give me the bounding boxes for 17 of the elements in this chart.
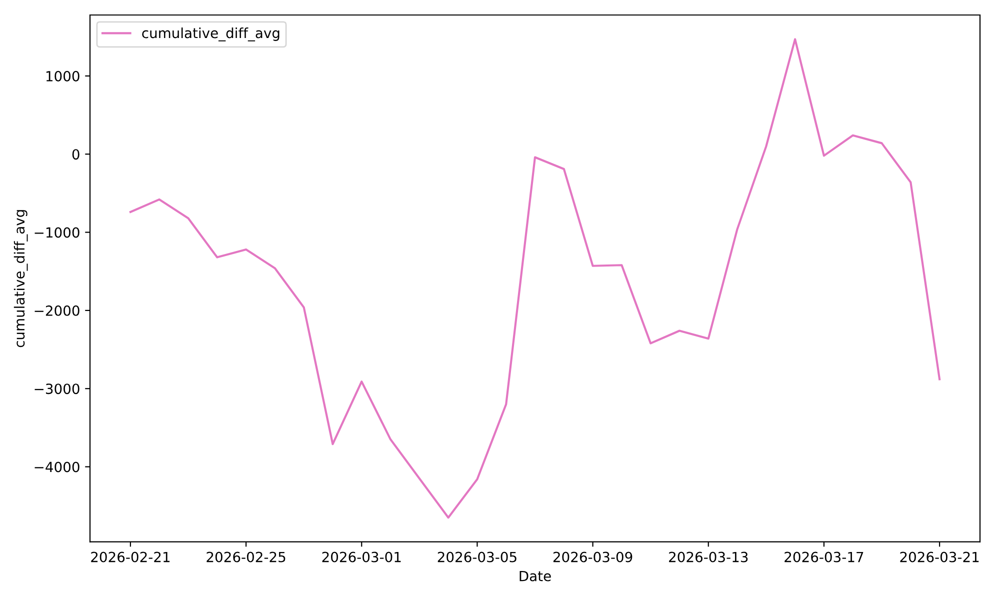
y-axis-title: cumulative_diff_avg xyxy=(14,210,28,348)
y-tick-label: −4000 xyxy=(34,462,80,472)
y-tick-label: 0 xyxy=(72,149,80,160)
x-axis-title: Date xyxy=(520,570,551,582)
x-tick-label: 2026-02-25 xyxy=(206,552,286,562)
y-tick-label: −1000 xyxy=(34,227,80,238)
x-tick-label: 2026-03-13 xyxy=(669,552,748,562)
x-tick-label: 2026-03-05 xyxy=(438,552,516,562)
y-tick-label: 1000 xyxy=(46,70,80,82)
y-tick-label: −3000 xyxy=(34,384,80,394)
x-tick-label: 2026-03-21 xyxy=(900,552,979,562)
x-tick-label: 2026-03-09 xyxy=(553,552,632,562)
legend-label: cumulative_diff_avg xyxy=(142,28,280,42)
x-tick-label: 2026-03-17 xyxy=(784,552,864,562)
x-tick-label: 2026-03-01 xyxy=(322,552,401,562)
x-tick-label: 2026-02-21 xyxy=(91,552,170,562)
y-tick-label: −2000 xyxy=(34,305,80,316)
